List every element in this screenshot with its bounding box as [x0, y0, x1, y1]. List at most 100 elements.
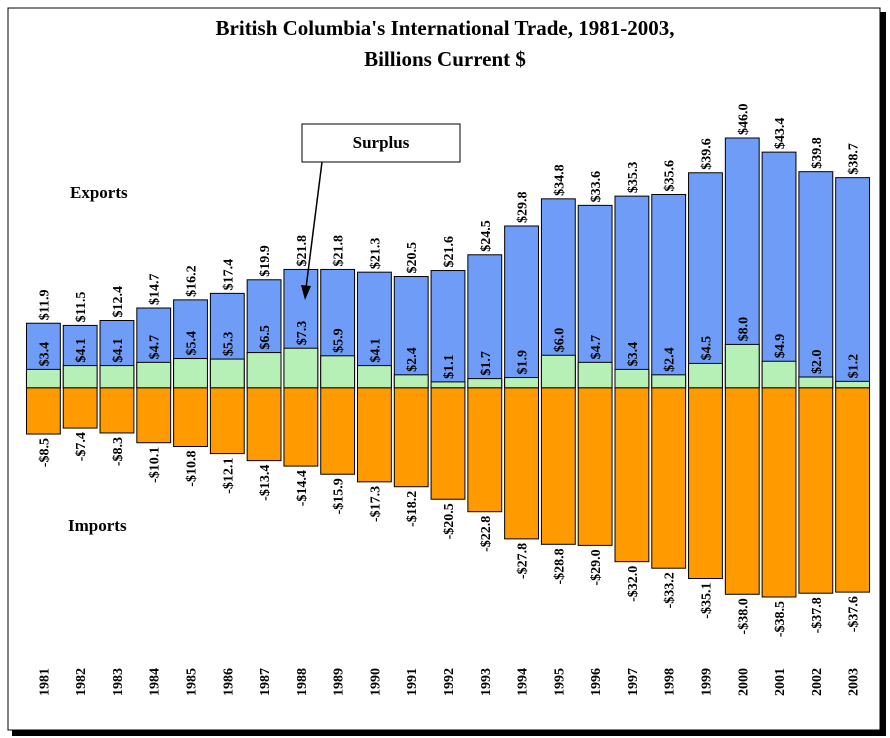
bar	[25, 368, 61, 389]
bar	[688, 387, 723, 580]
data-label: $5.4	[185, 331, 200, 356]
data-label: -$18.2	[405, 491, 420, 527]
data-label: $11.9	[37, 289, 52, 320]
data-label: -$37.8	[810, 597, 825, 633]
bar	[62, 387, 98, 429]
bar	[283, 387, 319, 467]
bar	[798, 376, 834, 389]
bar	[430, 381, 466, 389]
data-label: $29.8	[516, 191, 531, 223]
data-label: -$10.8	[185, 451, 200, 487]
data-label: $21.3	[368, 238, 383, 270]
data-label: $2.0	[810, 350, 825, 375]
bar	[504, 225, 539, 389]
bar	[246, 352, 282, 389]
x-tick-label: 1997	[626, 668, 641, 696]
bar	[467, 254, 503, 389]
data-label: $4.7	[148, 335, 163, 360]
data-label: $6.5	[258, 325, 273, 350]
bar	[320, 387, 356, 475]
x-tick-label: 1984	[148, 668, 163, 696]
bar	[357, 365, 392, 389]
data-label: $1.7	[479, 351, 494, 375]
x-tick-label: 1989	[332, 668, 347, 696]
bar	[761, 151, 797, 389]
x-tick-label: 2003	[847, 668, 862, 696]
data-label: $3.4	[626, 342, 641, 367]
data-label: $4.1	[368, 338, 383, 363]
bar	[724, 343, 760, 389]
x-tick-label: 1987	[258, 668, 273, 696]
data-label: -$13.4	[258, 465, 273, 501]
bar	[209, 358, 245, 389]
data-label: $21.8	[332, 235, 347, 267]
bar	[577, 361, 613, 389]
data-label: $19.9	[258, 245, 273, 277]
data-label: $4.5	[699, 336, 714, 361]
data-label: -$22.8	[479, 516, 494, 552]
bar	[504, 387, 539, 540]
bar	[651, 374, 687, 389]
bar	[504, 377, 539, 389]
data-label: -$35.1	[699, 583, 714, 619]
bar	[393, 387, 429, 488]
bar	[357, 387, 392, 483]
bar	[467, 387, 503, 513]
bar	[651, 387, 687, 569]
x-tick-label: 1993	[479, 668, 494, 696]
x-tick-label: 1990	[368, 668, 383, 696]
data-label: $3.4	[37, 342, 52, 367]
data-label: -$33.2	[663, 572, 678, 608]
bar	[614, 195, 650, 389]
bar	[835, 387, 871, 593]
bar	[430, 270, 466, 389]
data-label: $4.9	[773, 334, 788, 359]
data-label: $6.0	[552, 328, 567, 353]
bar	[25, 387, 61, 435]
bar	[99, 365, 135, 389]
data-label: $5.3	[221, 332, 236, 357]
data-label: $43.4	[773, 118, 788, 150]
bar	[209, 387, 245, 455]
data-label: $17.4	[221, 259, 236, 291]
data-label: $46.0	[736, 104, 751, 136]
x-tick-label: 1999	[699, 668, 714, 696]
data-label: $7.3	[295, 321, 310, 346]
bar	[798, 387, 834, 594]
x-tick-label: 1994	[516, 668, 531, 696]
bar	[136, 361, 172, 389]
data-label: $12.4	[111, 286, 126, 318]
data-label: -$32.0	[626, 566, 641, 602]
bar	[761, 387, 797, 598]
bar	[688, 172, 723, 389]
data-label: $38.7	[847, 143, 862, 175]
data-label: $24.5	[479, 220, 494, 251]
data-label: $4.1	[74, 338, 89, 363]
bar	[651, 193, 687, 389]
data-label: -$38.5	[773, 601, 788, 637]
chart-title: British Columbia's International Trade, …	[216, 16, 675, 40]
data-label: -$15.9	[332, 478, 347, 514]
bar	[540, 354, 576, 389]
bar	[173, 358, 208, 389]
arrow-head	[301, 285, 311, 300]
data-label: $1.9	[516, 350, 531, 375]
data-label: -$17.3	[368, 486, 383, 522]
x-tick-label: 1983	[111, 668, 126, 696]
bar	[173, 387, 208, 448]
data-label: $21.8	[295, 235, 310, 267]
x-tick-label: 1996	[589, 668, 604, 696]
bar	[320, 355, 356, 389]
data-label: $21.6	[442, 236, 457, 268]
data-label: -$27.8	[516, 543, 531, 579]
data-label: $2.4	[663, 347, 678, 372]
data-label: -$38.0	[736, 598, 751, 634]
x-tick-label: 1998	[663, 668, 678, 696]
bar	[724, 387, 760, 595]
data-label: -$8.3	[111, 437, 126, 466]
data-label: -$10.1	[148, 447, 163, 483]
data-label: $1.1	[442, 354, 457, 379]
data-label: -$8.5	[37, 438, 52, 467]
series-label: Imports	[68, 516, 127, 535]
